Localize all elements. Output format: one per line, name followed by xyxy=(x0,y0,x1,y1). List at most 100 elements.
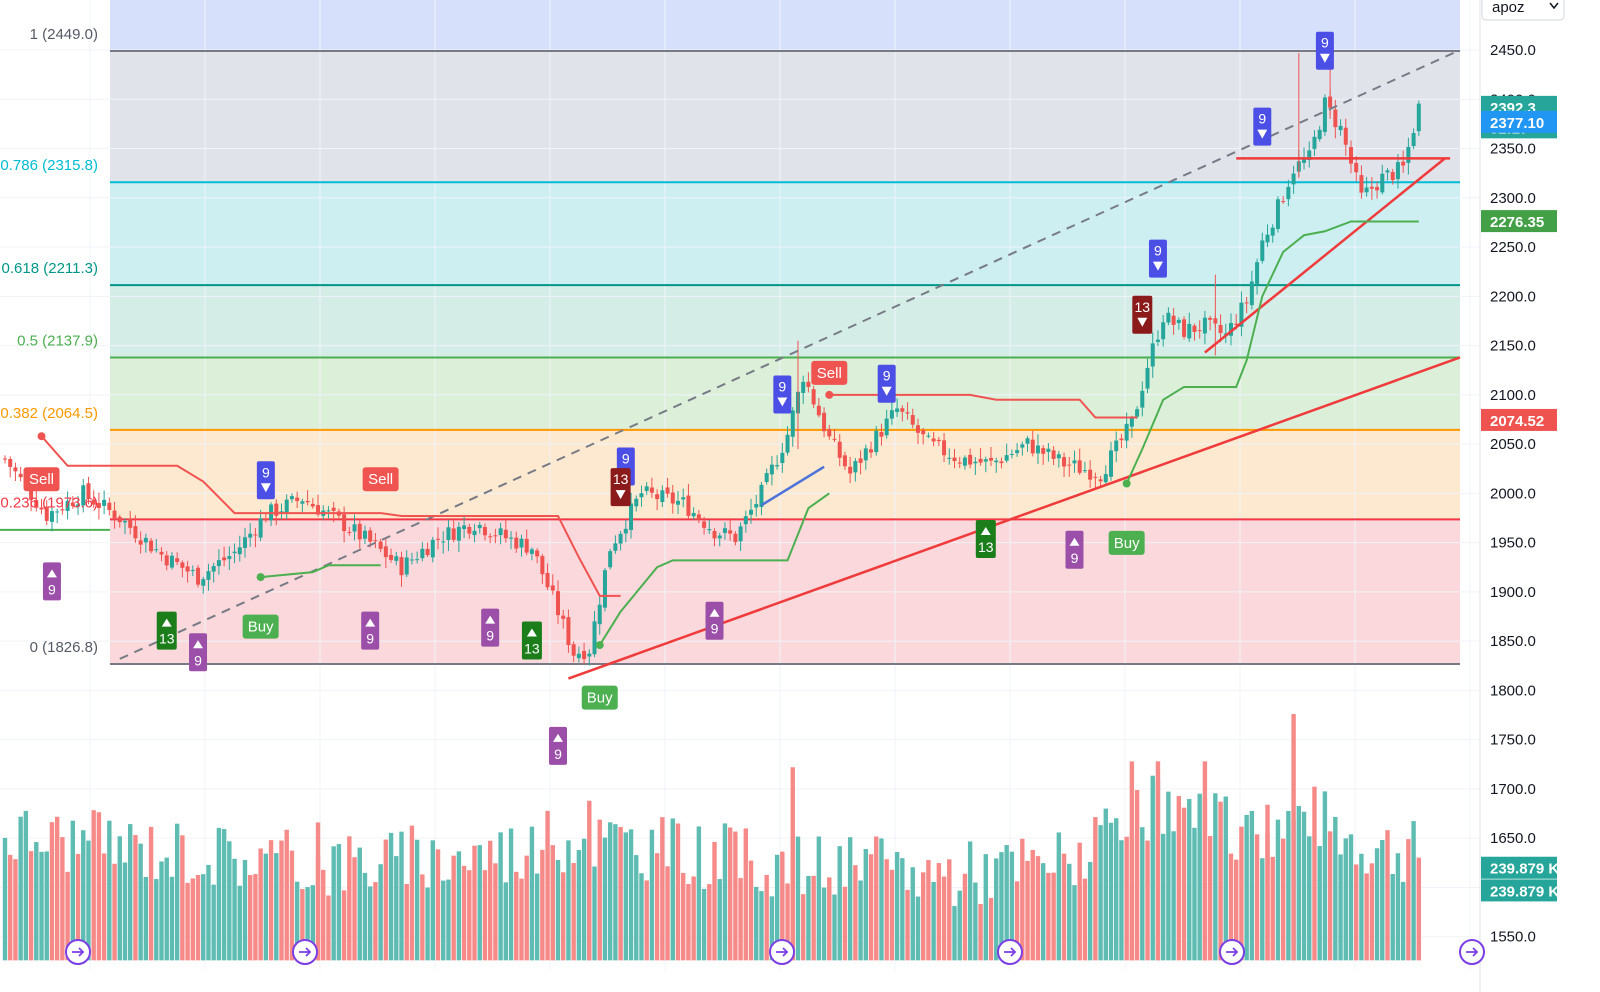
candle-body xyxy=(989,457,994,461)
sell-signal-label: Sell xyxy=(817,365,842,382)
candle-body xyxy=(1385,170,1390,173)
candle-body xyxy=(759,484,764,507)
candle-body xyxy=(18,473,23,478)
triangle-up-icon xyxy=(980,526,991,535)
volume-bar xyxy=(1030,849,1035,961)
candle-body xyxy=(514,537,519,549)
candle-body xyxy=(1077,460,1082,473)
candle-body xyxy=(629,503,634,530)
candle-body xyxy=(576,653,581,659)
volume-bar xyxy=(1249,810,1255,961)
candle-body xyxy=(780,452,785,464)
price-tick-label: 1800.0 xyxy=(1490,682,1536,699)
volume-bar xyxy=(1348,834,1354,961)
candle-body xyxy=(848,466,853,474)
count-marker-label: 9 xyxy=(262,464,270,480)
candle-body xyxy=(529,549,534,554)
dashed-trend-line[interactable] xyxy=(119,49,1461,660)
volume-bar xyxy=(221,829,227,961)
volume-bar xyxy=(86,840,91,961)
candle-body xyxy=(1124,423,1129,441)
candle-body xyxy=(248,533,253,538)
price-tick-label: 1700.0 xyxy=(1490,781,1536,798)
volume-bar xyxy=(81,830,86,961)
triangle-down-icon xyxy=(777,397,788,407)
volume-bar xyxy=(394,856,399,961)
volume-bar xyxy=(889,869,895,961)
candle-body xyxy=(451,528,456,540)
candle-body xyxy=(602,570,607,608)
candle-body xyxy=(999,461,1004,464)
blue-arrow-line[interactable] xyxy=(760,465,825,507)
candle-body xyxy=(592,621,597,655)
candle-body xyxy=(900,408,905,412)
candle-body xyxy=(493,535,498,537)
price-axis-bg[interactable] xyxy=(1480,0,1600,992)
volume-bar xyxy=(769,896,775,961)
candle-body xyxy=(1062,457,1067,467)
candle-body xyxy=(503,529,508,539)
triangle-up-icon xyxy=(709,608,720,617)
price-axis[interactable]: 2450.02400.02350.02300.02250.02200.02150… xyxy=(1479,0,1600,992)
volume-bar xyxy=(660,817,665,961)
volume-bar xyxy=(331,846,336,961)
volume-bar xyxy=(414,839,420,961)
candle-body xyxy=(973,461,978,464)
candle-body xyxy=(655,494,660,500)
candle-body xyxy=(884,418,889,436)
volume-bar xyxy=(143,876,149,961)
triangle-down-icon xyxy=(881,386,892,396)
count-marker-box xyxy=(481,608,500,647)
fib-label-0.5: 0.5 (2137.9) xyxy=(17,333,98,350)
count-marker-box xyxy=(610,468,631,507)
candle-body xyxy=(1041,448,1046,454)
support-2-line[interactable] xyxy=(1204,157,1446,354)
candle-body xyxy=(258,518,263,538)
volume-bar xyxy=(409,825,415,961)
volume-bar xyxy=(1145,840,1150,961)
volume-bar xyxy=(514,871,519,961)
fib-zone-0.786 xyxy=(110,182,1460,286)
candle-body xyxy=(582,650,587,660)
candle-body xyxy=(138,540,143,545)
count-marker-box xyxy=(1132,295,1153,334)
volume-bar xyxy=(983,854,988,961)
volume-bar xyxy=(868,854,874,961)
candle-body xyxy=(660,490,665,502)
volume-bar xyxy=(623,832,629,961)
volume-bar xyxy=(978,904,983,961)
candle-body xyxy=(801,381,806,393)
candle-body xyxy=(983,459,988,462)
candle-body xyxy=(728,530,733,534)
candle-body xyxy=(133,526,138,539)
volume-bar xyxy=(957,890,962,961)
volume-bar xyxy=(1119,840,1124,961)
symbol-menu-box[interactable] xyxy=(1481,0,1565,21)
volume-bar xyxy=(863,849,869,961)
candle-body xyxy=(65,500,70,511)
volume-bar xyxy=(686,884,691,961)
buy-signal-label: Buy xyxy=(587,690,613,707)
volume-bar xyxy=(1322,791,1328,961)
fib-label-0: 0 (1826.8) xyxy=(30,639,98,656)
volume-bar xyxy=(1286,810,1291,961)
candle-body xyxy=(1088,469,1093,480)
volume-bar xyxy=(785,883,790,961)
volume-bar-spike xyxy=(587,800,592,961)
candle-body xyxy=(253,534,258,536)
candle-body xyxy=(1249,281,1254,306)
volume-bar xyxy=(936,863,942,961)
candle-body xyxy=(1291,173,1296,185)
candle-body xyxy=(863,448,868,461)
price-label-text: 2074.52 xyxy=(1490,413,1544,430)
symbol-menu[interactable]: apoz xyxy=(1481,0,1565,21)
buy-signal-box xyxy=(581,685,618,710)
volume-bar xyxy=(576,850,582,961)
candle-body xyxy=(331,507,336,511)
volume-bar xyxy=(388,832,394,961)
volume-bar xyxy=(185,882,190,961)
candle-body xyxy=(102,499,107,506)
volume-bar xyxy=(138,843,143,961)
volume-bar xyxy=(1197,793,1202,961)
